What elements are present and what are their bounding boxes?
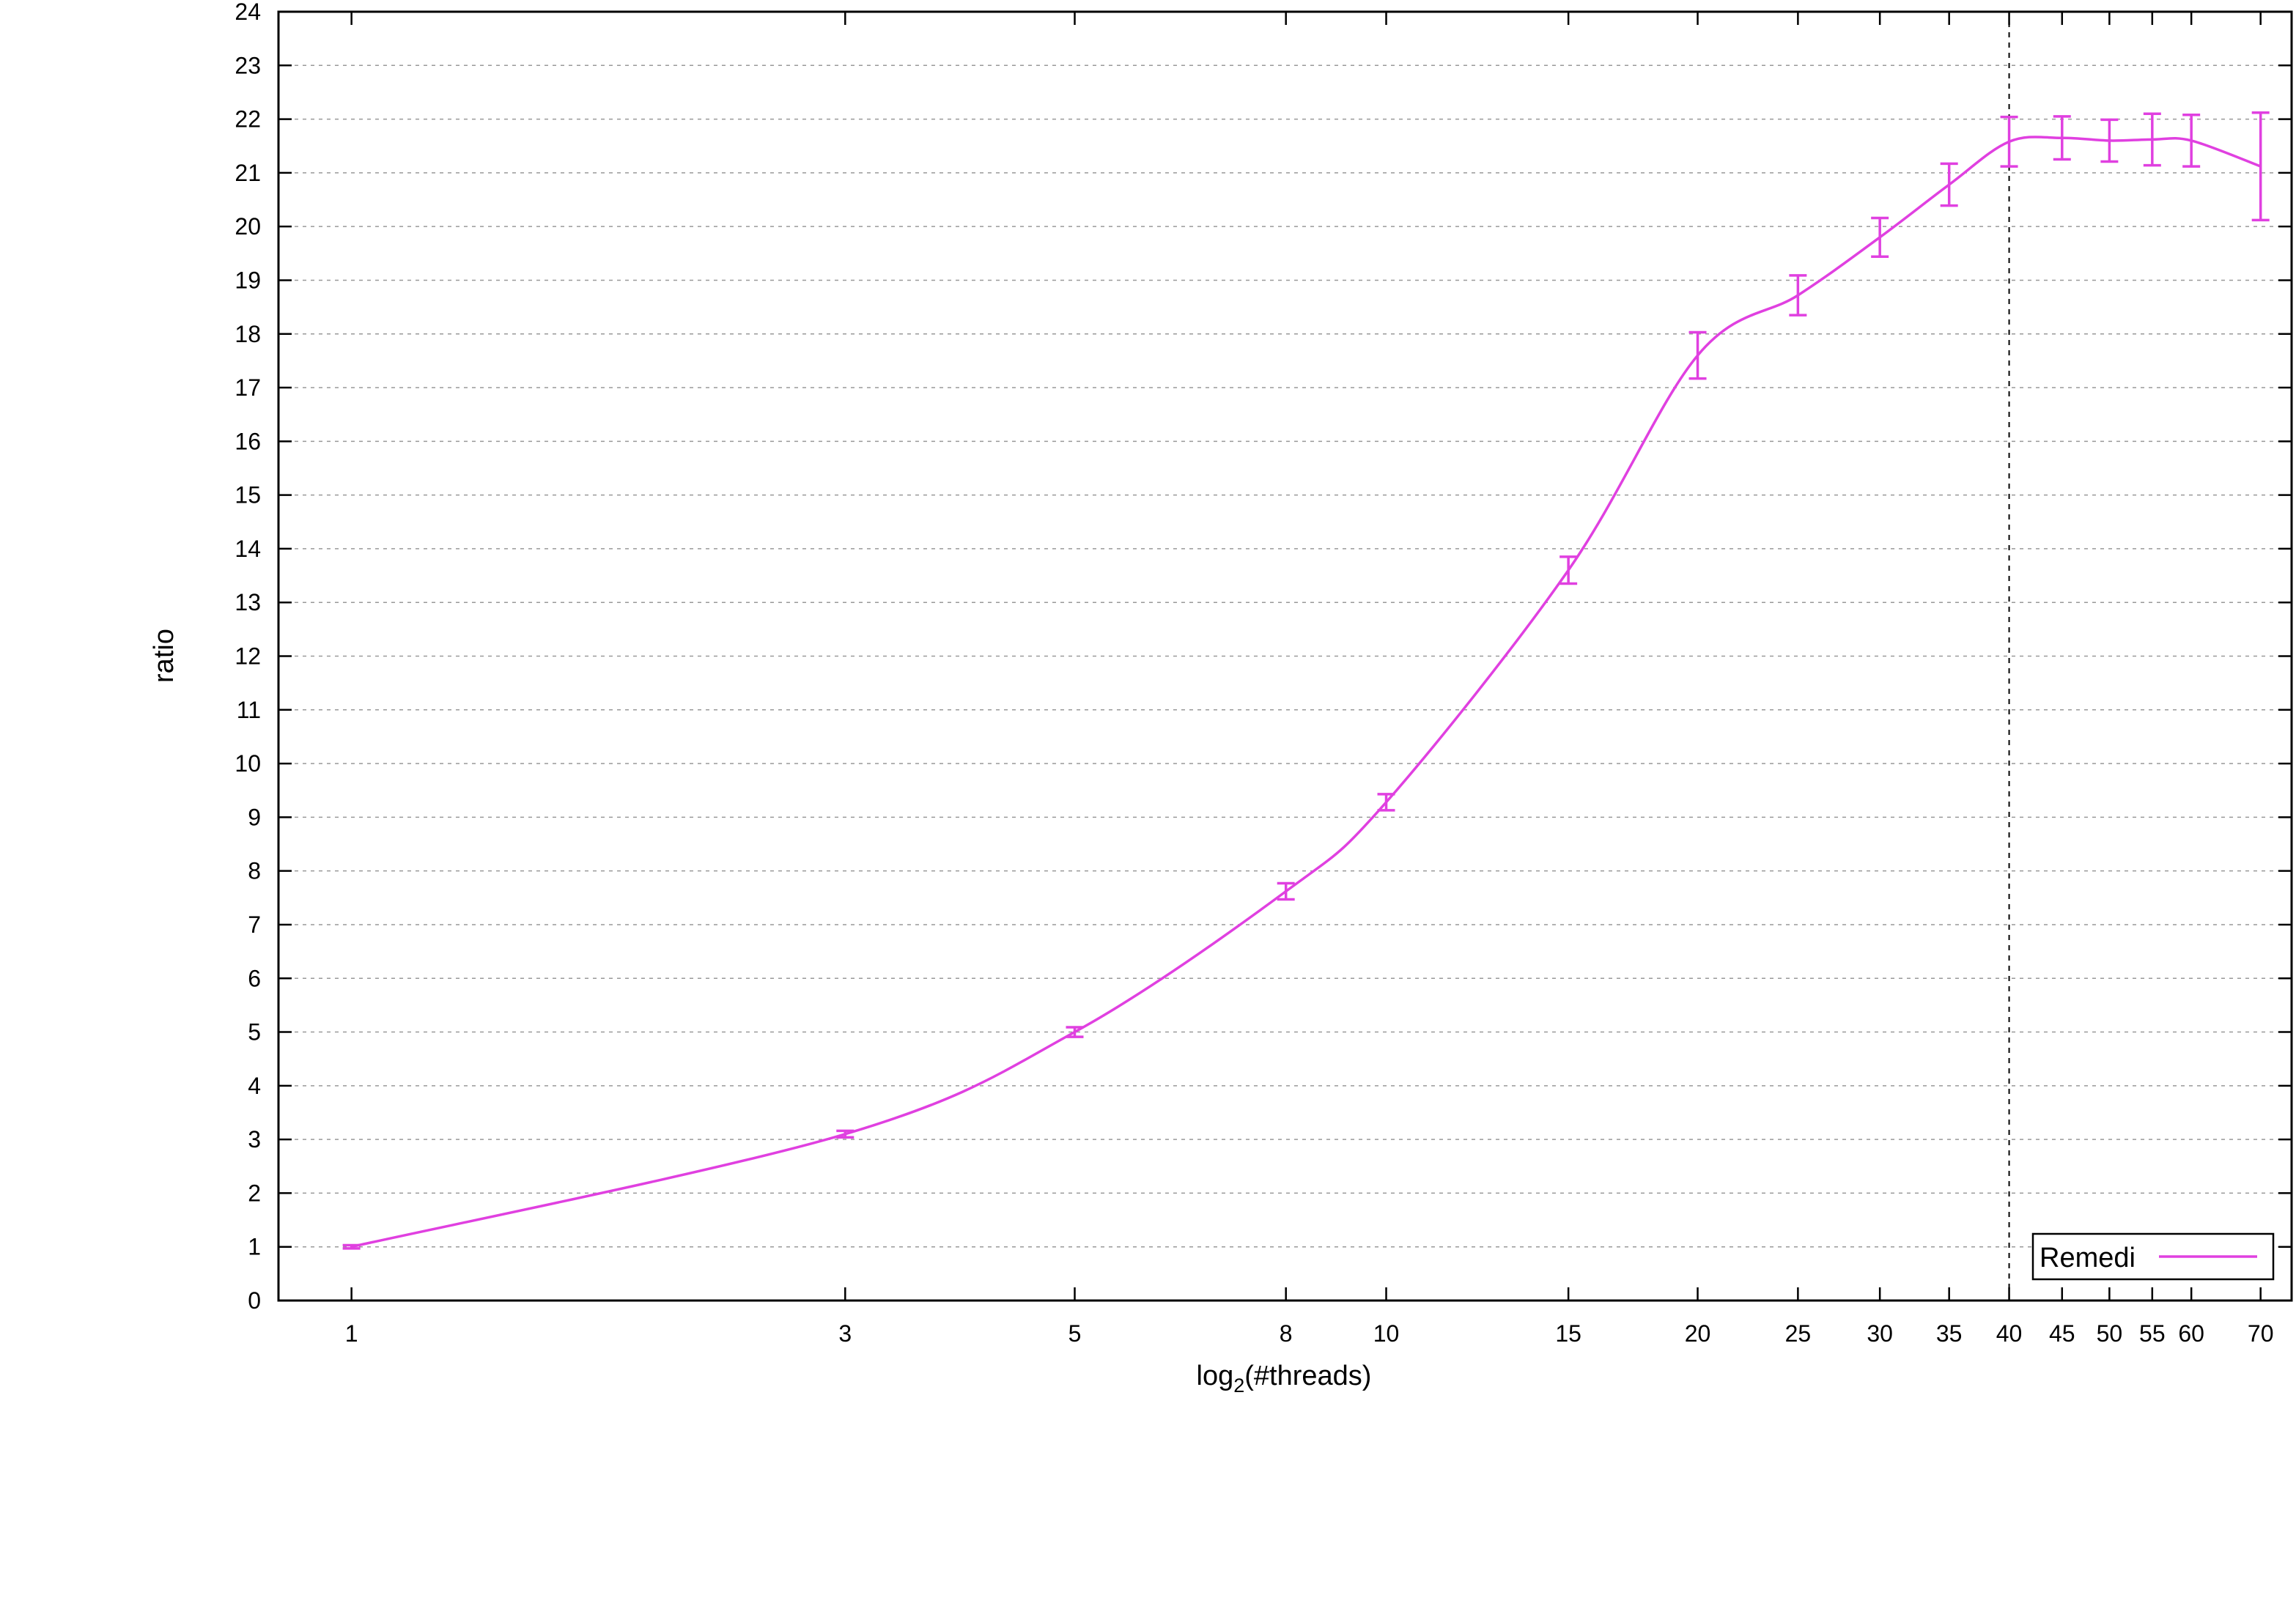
y-tick-label: 13 (235, 589, 261, 615)
plot-border (277, 10, 2293, 1302)
legend: Remedi (2031, 1232, 2275, 1281)
tick-labels: 0123456789101112131415161718192021222324… (235, 0, 2273, 1347)
y-tick-label: 10 (235, 750, 261, 777)
legend-box (2031, 1232, 2275, 1281)
x-tick-label: 20 (1685, 1320, 1711, 1347)
y-tick-label: 22 (235, 106, 261, 133)
y-tick-label: 2 (248, 1180, 261, 1206)
error-bar (1066, 1026, 1084, 1038)
axes (277, 10, 2293, 1302)
y-tick-label: 24 (235, 0, 261, 25)
error-bar (2143, 112, 2161, 167)
x-tick-label: 55 (2139, 1320, 2166, 1347)
x-tick-label: 50 (2097, 1320, 2123, 1347)
y-tick-label: 17 (235, 374, 261, 401)
x-tick-label: 15 (1555, 1320, 1581, 1347)
series-layer (342, 111, 2270, 1250)
x-tick-label: 25 (1785, 1320, 1812, 1347)
error-bar (2251, 111, 2270, 222)
y-tick-label: 4 (248, 1073, 261, 1099)
x-tick-label: 60 (2178, 1320, 2204, 1347)
y-tick-label: 7 (248, 911, 261, 938)
x-axis-label-main: log (1197, 1361, 1234, 1391)
error-bar (1277, 881, 1295, 901)
error-bar (1559, 555, 1578, 585)
y-tick-label: 1 (248, 1234, 261, 1260)
y-tick-label: 19 (235, 267, 261, 293)
x-tick-label: 40 (1996, 1320, 2023, 1347)
y-tick-label: 18 (235, 321, 261, 347)
y-tick-label: 6 (248, 965, 261, 991)
error-bar (1871, 216, 1889, 258)
error-bar (2100, 118, 2119, 163)
x-tick-label: 45 (2049, 1320, 2075, 1347)
grid-lines (278, 64, 2292, 1248)
x-axis-label-suffix: (#threads) (1244, 1361, 1371, 1391)
y-axis-label: ratio (149, 629, 180, 683)
y-tick-label: 11 (237, 697, 261, 723)
error-bar (836, 1129, 854, 1139)
error-bar (1377, 793, 1395, 812)
x-axis-label-subscript: 2 (1233, 1375, 1244, 1397)
y-tick-label: 5 (248, 1019, 261, 1046)
y-tick-label: 0 (248, 1287, 261, 1314)
error-bar (1940, 162, 1958, 207)
x-axis-label: log2(#threads) (1197, 1361, 1372, 1397)
legend-label: Remedi (2040, 1243, 2136, 1273)
error-bar (1789, 274, 1807, 317)
error-bar (342, 1243, 361, 1250)
series-line-remedi (351, 136, 2262, 1249)
y-tick-label: 15 (235, 482, 261, 508)
x-tick-label: 10 (1373, 1320, 1400, 1347)
y-tick-label: 9 (248, 804, 261, 830)
error-bar (1688, 330, 1707, 380)
y-tick-label: 14 (235, 536, 261, 562)
error-bar (2182, 113, 2201, 168)
x-tick-label: 1 (345, 1320, 358, 1347)
y-tick-label: 12 (235, 643, 261, 670)
y-tick-label: 21 (235, 160, 261, 186)
y-tick-label: 23 (235, 52, 261, 78)
x-tick-label: 5 (1068, 1320, 1082, 1347)
y-tick-label: 16 (235, 428, 261, 454)
x-tick-label: 8 (1280, 1320, 1293, 1347)
x-tick-label: 3 (838, 1320, 852, 1347)
x-tick-label: 35 (1936, 1320, 1963, 1347)
error-bar (2000, 115, 2018, 168)
x-tick-label: 30 (1867, 1320, 1893, 1347)
x-tick-label: 70 (2248, 1320, 2274, 1347)
y-tick-label: 20 (235, 213, 261, 240)
y-tick-label: 3 (248, 1126, 261, 1153)
error-bar (2053, 115, 2071, 161)
y-tick-label: 8 (248, 858, 261, 884)
